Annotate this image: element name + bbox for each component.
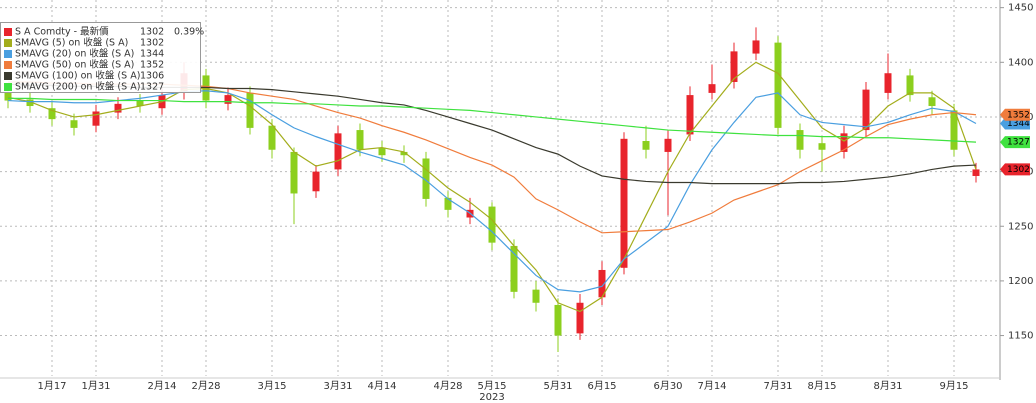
candle-body (598, 269, 606, 298)
value-tag-label: 1344 (1007, 119, 1030, 129)
candle-body (422, 158, 430, 199)
candle-body (114, 103, 122, 113)
candle-body (488, 206, 496, 243)
candle-body (884, 73, 892, 93)
candle-body (70, 120, 78, 128)
y-tick-label: 1450 (1008, 3, 1033, 14)
candle-body (224, 95, 232, 104)
candle-body (774, 42, 782, 128)
candle-body (26, 99, 34, 107)
candle-body (620, 138, 628, 268)
value-tag-label: 1327 (1007, 138, 1030, 148)
ma-line (7, 61, 977, 313)
legend-label: SMAVG (20) on 收盤 (S A) (15, 48, 134, 60)
value-tag-label: 1352 (1007, 110, 1030, 120)
candle-body (862, 89, 870, 131)
x-tick-label: 1月17 (37, 380, 66, 392)
legend-swatch (4, 72, 12, 80)
candle-body (642, 141, 650, 150)
x-tick-label: 8月15 (807, 380, 836, 392)
legend-change: 0.39% (174, 27, 204, 38)
x-tick-label: 6月30 (653, 380, 682, 392)
candle-body (554, 304, 562, 336)
legend-label: S A Comdty - 最新價 (15, 26, 109, 38)
value-tag-label: 1302 (1007, 165, 1030, 175)
candle-body (378, 147, 386, 156)
ma-line (7, 90, 977, 293)
ma-line (8, 97, 977, 143)
candle-body (818, 143, 826, 150)
legend-swatch (4, 61, 12, 69)
candle-body (92, 111, 100, 126)
candle-body (796, 130, 804, 150)
value-tag (1000, 108, 1030, 121)
x-tick-label: 5月15 (477, 380, 506, 392)
x-tick-label: 2月28 (191, 380, 220, 392)
legend-box (0, 22, 201, 93)
value-tag (1000, 136, 1030, 149)
candle-body (4, 92, 12, 101)
legend-swatch (4, 50, 12, 58)
candle-body (532, 289, 540, 303)
x-tick-label: 6月15 (587, 380, 616, 392)
x-tick-label: 9月15 (939, 380, 968, 392)
x-tick-label: 1月31 (81, 380, 110, 392)
candle-body (510, 245, 518, 292)
candle-body (400, 151, 408, 156)
x-tick-label: 4月28 (433, 380, 462, 392)
legend-swatch (4, 28, 12, 36)
candle-body (752, 40, 760, 54)
candle-body (840, 133, 848, 152)
x-tick-label: 8月31 (873, 380, 902, 392)
candle-body (136, 100, 144, 107)
legend-label: SMAVG (50) on 收盤 (S A) (15, 59, 134, 71)
candle-body (334, 133, 342, 170)
value-tag (1000, 163, 1030, 176)
legend-value: 1344 (140, 49, 164, 60)
x-tick-label: 5月31 (543, 380, 572, 392)
y-tick-label: 1200 (1008, 276, 1033, 287)
candle-body (730, 51, 738, 82)
candle-body (268, 125, 276, 150)
candle-body (972, 169, 980, 176)
candle-body (708, 84, 716, 93)
candle-body (48, 108, 56, 120)
x-year-label: 2023 (479, 392, 504, 403)
candle-body (312, 171, 320, 192)
x-tick-label: 3月15 (257, 380, 286, 392)
legend-swatch (4, 83, 12, 91)
legend-swatch (4, 39, 12, 47)
legend-value: 1302 (140, 27, 164, 38)
candle-body (950, 110, 958, 150)
x-tick-label: 4月14 (367, 380, 396, 392)
candle-body (664, 138, 672, 152)
y-tick-label: 1250 (1008, 221, 1033, 232)
x-tick-label: 3月31 (323, 380, 352, 392)
legend-label: SMAVG (100) on 收盤 (S A) (15, 70, 140, 82)
y-tick-label: 1150 (1008, 331, 1033, 342)
candle-body (444, 197, 452, 210)
candle-body (246, 92, 254, 128)
candle-body (686, 95, 694, 135)
x-tick-label: 7月14 (697, 380, 726, 392)
candle-body (906, 75, 914, 96)
legend-value: 1302 (140, 38, 164, 49)
x-tick-label: 7月31 (763, 380, 792, 392)
x-tick-label: 2月14 (147, 380, 176, 392)
legend-label: SMAVG (200) on 收盤 (S A) (15, 81, 140, 93)
candle-body (576, 302, 584, 334)
candle-body (928, 97, 936, 107)
legend-value: 1327 (140, 82, 164, 93)
legend-value: 1306 (140, 71, 164, 82)
y-tick-label: 1400 (1008, 57, 1033, 68)
candle-body (290, 151, 298, 194)
legend-value: 1352 (140, 60, 164, 71)
legend: S A Comdty - 最新價 1302 0.39% SMAVG (5) on 收盤… (0, 22, 204, 93)
legend-label: SMAVG (5) on 收盤 (S A) (15, 37, 128, 49)
candle-body (356, 130, 364, 150)
